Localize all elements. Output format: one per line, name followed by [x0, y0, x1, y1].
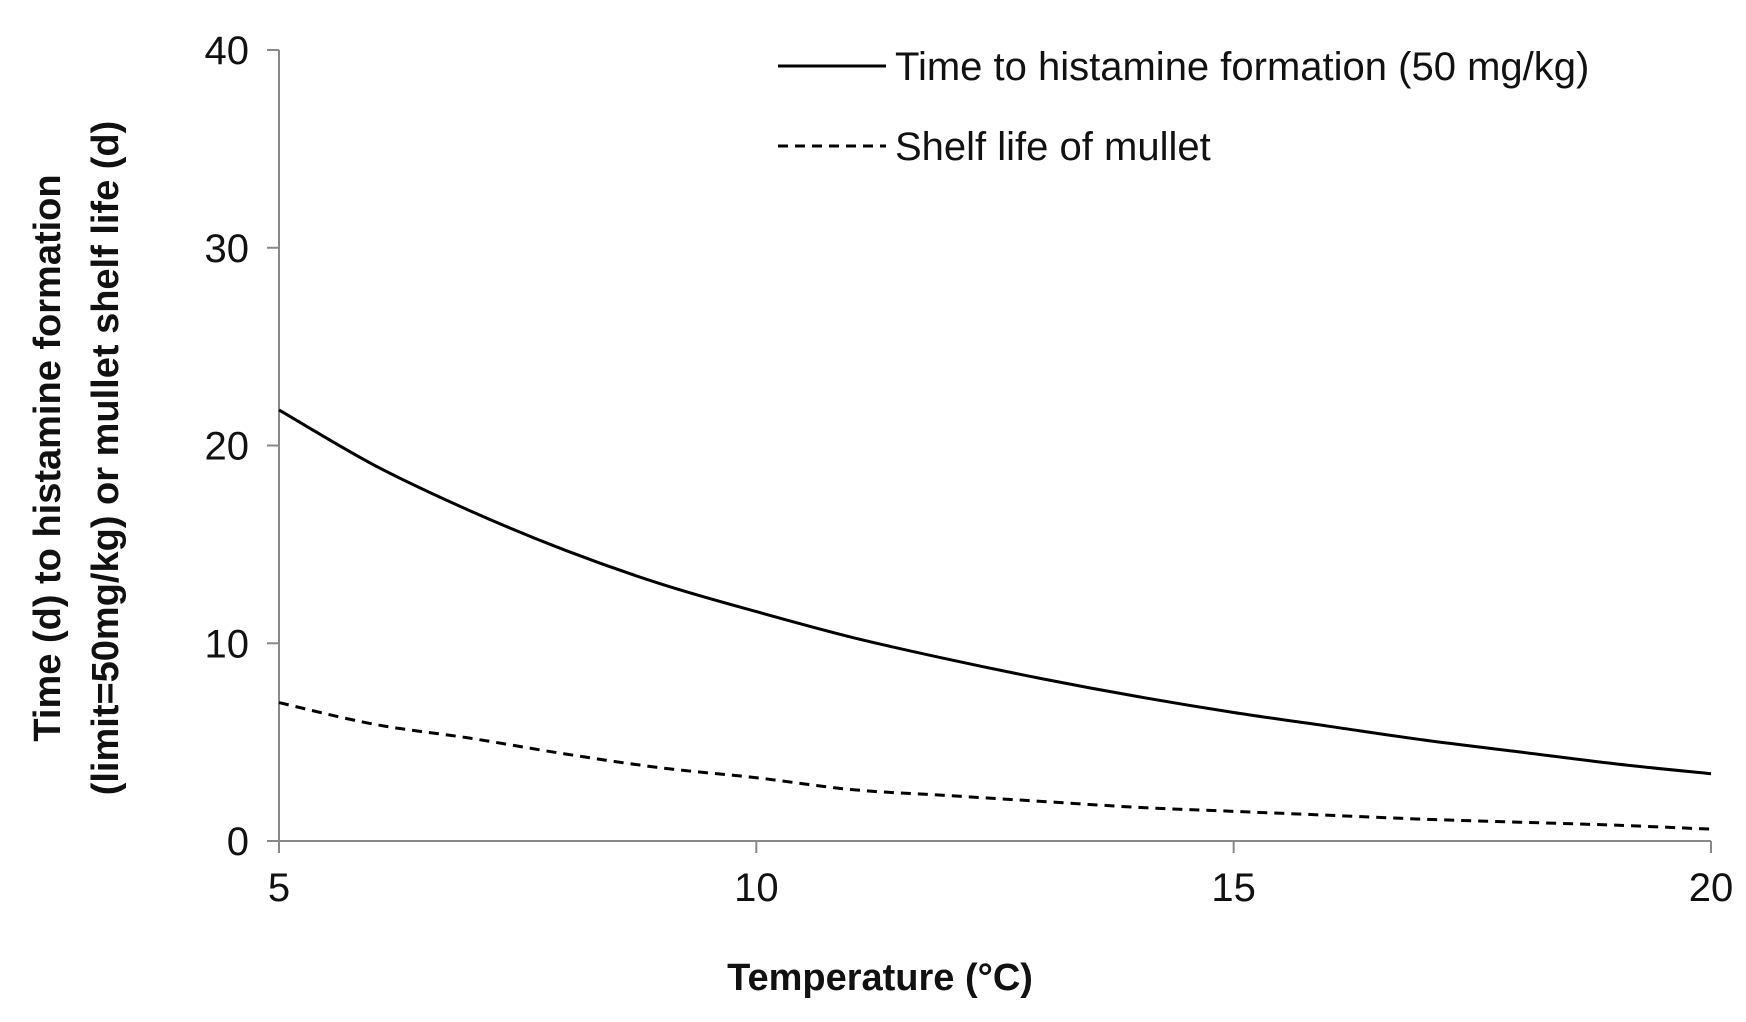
x-tick-label: 5 — [268, 866, 290, 910]
x-ticks: 5 10 15 20 — [268, 841, 1733, 910]
y-tick-label: 40 — [205, 29, 250, 73]
x-tick-label: 10 — [734, 866, 779, 910]
axes: 0 10 20 30 40 5 10 15 20 — [205, 29, 1734, 910]
x-tick-label: 20 — [1689, 866, 1734, 910]
y-axis-title-line2: (limit=50mg/kg) or mullet shelf life (d) — [85, 121, 127, 796]
series-line-shelf-life — [278, 701, 1712, 831]
legend: Time to histamine formation (50 mg/kg) S… — [778, 45, 1589, 169]
y-axis-title-line1: Time (d) to histamine formation — [27, 174, 69, 741]
y-tick-label: 10 — [205, 622, 250, 666]
x-tick-label: 15 — [1211, 866, 1256, 910]
y-tick-label: 30 — [205, 227, 250, 271]
x-axis-title: Temperature (°C) — [727, 957, 1033, 999]
y-tick-label: 20 — [205, 425, 250, 469]
series-line-histamine — [278, 408, 1712, 776]
legend-label-shelf-life: Shelf life of mullet — [895, 125, 1211, 169]
legend-label-histamine: Time to histamine formation (50 mg/kg) — [895, 45, 1589, 89]
y-ticks: 0 10 20 30 40 — [205, 29, 279, 864]
y-tick-label: 0 — [227, 820, 249, 864]
series-layer — [278, 408, 1712, 831]
